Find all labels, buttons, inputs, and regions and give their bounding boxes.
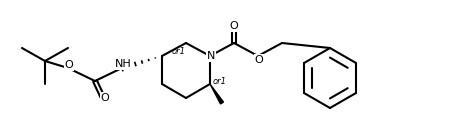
Text: O: O xyxy=(229,21,238,31)
Text: or1: or1 xyxy=(213,76,227,86)
Polygon shape xyxy=(210,84,224,104)
Text: N: N xyxy=(207,51,215,61)
Text: O: O xyxy=(101,93,109,103)
Text: O: O xyxy=(65,60,73,70)
Text: O: O xyxy=(255,55,263,65)
Text: NH: NH xyxy=(114,59,131,69)
Text: or1: or1 xyxy=(172,47,186,56)
